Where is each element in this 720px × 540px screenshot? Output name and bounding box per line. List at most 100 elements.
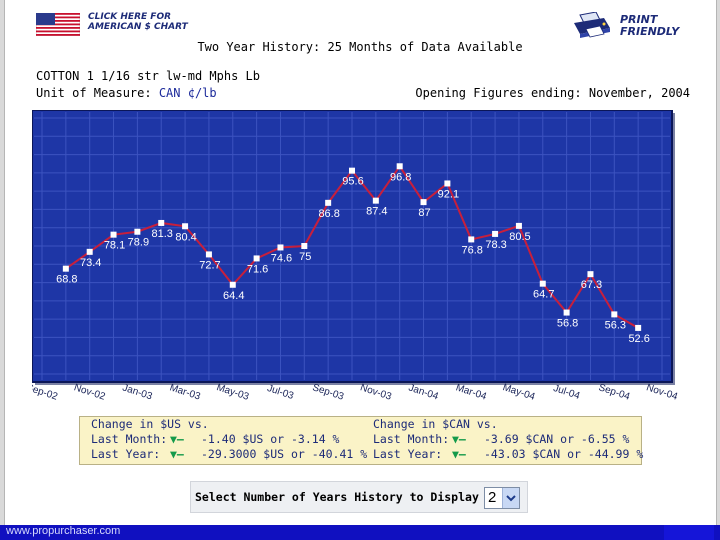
- data-label: 76.8: [462, 244, 483, 256]
- x-tick-label: Nov-03: [359, 382, 393, 403]
- years-select[interactable]: 2: [484, 487, 520, 509]
- footer-url[interactable]: www.propurchaser.com: [6, 525, 121, 537]
- cad-last-month-row: Last Month: ▼– -3.69 $CAN or -6.55 %: [373, 432, 637, 447]
- ending-value: November, 2004: [588, 86, 690, 100]
- opening-label: Opening Figures: [415, 86, 524, 100]
- data-label: 87: [418, 207, 430, 219]
- chart-grid: [34, 112, 670, 380]
- data-label: 56.3: [605, 319, 626, 331]
- commodity-name: COTTON 1 1/16 str lw-md Mphs Lb: [36, 69, 260, 83]
- usd-last-month-label: Last Month:: [91, 432, 168, 446]
- us-flag-icon[interactable]: [36, 13, 80, 36]
- x-tick-label: Jan-04: [407, 383, 440, 403]
- data-label: 81.3: [152, 228, 173, 240]
- x-tick-label: Mar-03: [168, 382, 202, 402]
- data-label: 92.1: [438, 188, 459, 200]
- data-point-marker: [539, 280, 546, 287]
- unit-of-measure: Unit of Measure: CAN ¢/lb: [36, 86, 217, 100]
- data-label: 73.4: [80, 257, 101, 269]
- years-select-value: 2: [488, 489, 497, 506]
- american-chart-link[interactable]: CLICK HERE FOR AMERICAN $ CHART: [88, 12, 188, 32]
- cad-change-title: Change in $CAN vs.: [373, 417, 498, 431]
- data-point-marker: [301, 243, 308, 249]
- data-point-marker: [325, 199, 332, 206]
- data-point-marker: [611, 311, 618, 318]
- data-point-marker: [110, 231, 117, 238]
- cad-last-month-label: Last Month:: [373, 432, 450, 446]
- data-point-marker: [86, 248, 93, 255]
- down-arrow-icon: ▼–: [452, 447, 466, 461]
- x-tick-label: Sep-03: [311, 382, 345, 403]
- cad-change-column: Change in $CAN vs. Last Month: ▼– -3.69 …: [373, 417, 643, 462]
- data-label: 75: [299, 251, 311, 263]
- data-label: 78.9: [128, 237, 149, 249]
- years-selector-bar: Select Number of Years History to Displa…: [190, 481, 528, 513]
- window-frame-left: [0, 0, 5, 540]
- data-label: 64.4: [223, 290, 244, 302]
- data-point-marker: [515, 222, 522, 229]
- data-point-marker: [396, 163, 403, 170]
- window-frame-right: [716, 0, 720, 540]
- history-title: Two Year History: 25 Months of Data Avai…: [197, 40, 523, 54]
- change-stats-box: Change in $US vs. Last Month: ▼– -1.40 $…: [79, 416, 643, 465]
- data-label: 87.4: [366, 206, 387, 218]
- print-friendly-link[interactable]: PRINT FRIENDLY: [620, 13, 680, 38]
- data-point-marker: [444, 180, 451, 187]
- data-label: 96.8: [390, 171, 411, 183]
- years-selector-label: Select Number of Years History to Displa…: [195, 490, 479, 504]
- x-tick-label: Jul-04: [552, 383, 582, 402]
- x-tick-label: May-04: [501, 382, 537, 403]
- down-arrow-icon: ▼–: [452, 432, 466, 446]
- dropdown-button[interactable]: [502, 488, 519, 508]
- data-label: 72.7: [199, 259, 220, 271]
- data-label: 78.3: [485, 239, 506, 251]
- x-tick-label: Sep-02: [32, 382, 59, 403]
- data-label: 80.5: [509, 231, 530, 243]
- cad-last-month-value: -3.69 $CAN or -6.55 %: [484, 432, 630, 446]
- data-point-marker: [253, 255, 260, 262]
- top-bar: CLICK HERE FOR AMERICAN $ CHART PRINT FR…: [36, 12, 696, 42]
- down-arrow-icon: ▼–: [170, 447, 184, 461]
- x-tick-label: Jul-03: [266, 383, 296, 402]
- usd-last-month-value: -1.40 $US or -3.14 %: [201, 432, 340, 446]
- printer-icon[interactable]: [570, 12, 616, 40]
- data-point-marker: [349, 167, 355, 174]
- data-label: 68.8: [56, 274, 77, 286]
- data-label: 95.6: [342, 176, 363, 188]
- data-point-marker: [182, 223, 189, 230]
- data-point-marker: [635, 324, 642, 331]
- data-point-marker: [158, 219, 165, 226]
- data-label: 78.1: [104, 240, 125, 252]
- data-point-marker: [277, 244, 284, 251]
- data-point-marker: [468, 236, 475, 243]
- x-tick-label: Nov-04: [645, 382, 679, 403]
- usd-last-month-row: Last Month: ▼– -1.40 $US or -3.14 %: [91, 432, 361, 447]
- data-point-marker: [492, 230, 499, 237]
- unit-label: Unit of Measure:: [36, 86, 152, 100]
- footer-bar: www.propurchaser.com: [0, 525, 720, 540]
- data-label: 71.6: [247, 263, 268, 275]
- data-label: 52.6: [628, 333, 649, 345]
- data-point-marker: [134, 228, 141, 235]
- price-chart: 68.873.478.1 78.981.3 80.4 72.7 64.4 71.674.6…: [32, 110, 679, 403]
- cad-last-year-row: Last Year: ▼– -43.03 $CAN or -44.99 %: [373, 447, 643, 462]
- cad-last-year-label: Last Year:: [373, 447, 443, 461]
- footer-tab: [664, 525, 714, 540]
- data-point-marker: [587, 271, 594, 278]
- x-tick-label: Jan-03: [121, 383, 154, 403]
- usd-last-year-value: -29.3000 $US or -40.41 %: [201, 447, 368, 461]
- cad-last-year-value: -43.03 $CAN or -44.99 %: [484, 447, 644, 461]
- data-label: 64.7: [533, 289, 554, 301]
- chart-x-axis: Sep-02 Nov-02 Jan-03 Mar-03 May-03 Jul-03 Sep-…: [32, 382, 679, 403]
- ending-label: ending:: [531, 86, 582, 100]
- x-tick-label: Mar-04: [454, 382, 488, 402]
- data-label: 80.4: [175, 231, 196, 243]
- usd-last-year-row: Last Year: ▼– -29.3000 $US or -40.41 %: [91, 447, 367, 462]
- x-tick-label: Nov-02: [73, 382, 107, 403]
- data-point-marker: [229, 281, 236, 288]
- usd-change-column: Change in $US vs. Last Month: ▼– -1.40 $…: [91, 417, 367, 462]
- data-point-marker: [62, 265, 69, 272]
- chart-markers: [62, 163, 642, 331]
- data-point-marker: [563, 309, 570, 316]
- usd-last-year-label: Last Year:: [91, 447, 161, 461]
